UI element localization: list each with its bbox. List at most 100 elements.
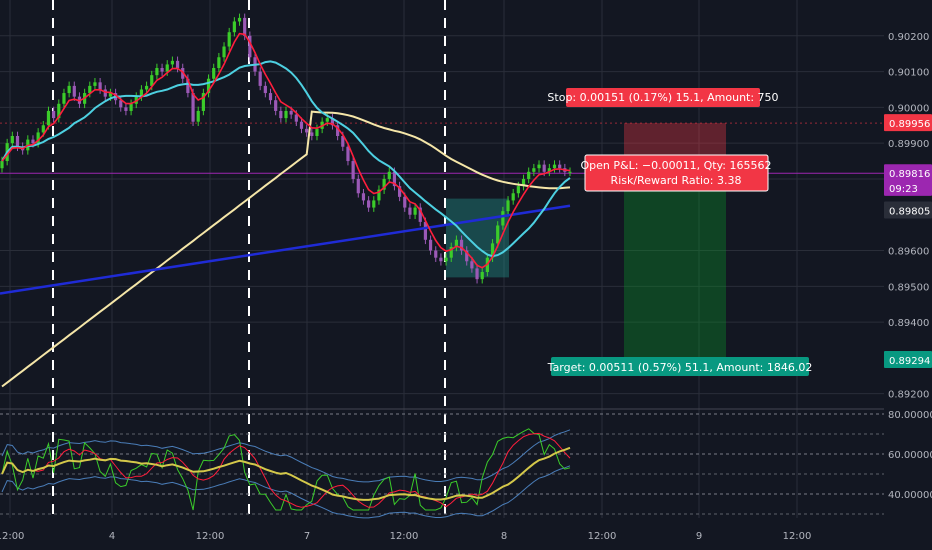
candle-body <box>547 168 551 172</box>
risk-reward-label: Risk/Reward Ratio: 3.38 <box>611 174 742 187</box>
candle-body <box>57 103 61 119</box>
candle <box>67 81 71 98</box>
time-tick-label: 12:00 <box>390 531 419 542</box>
stop-label-box[interactable] <box>566 88 760 107</box>
candle-body <box>480 272 484 280</box>
candle-body <box>279 110 283 119</box>
moving-averages <box>0 32 571 388</box>
candle-body <box>217 57 221 68</box>
candle <box>558 160 562 173</box>
osc-tick-label: 40.00000 <box>888 490 932 501</box>
time-axis[interactable]: 12:00 4 12:00 7 12:00 8 12:00 9 12:00 <box>0 531 811 542</box>
candle-body <box>392 171 397 187</box>
candle-body <box>98 82 102 90</box>
candle-body <box>0 161 4 169</box>
candle-body <box>150 75 154 86</box>
candle <box>170 56 174 69</box>
candle <box>336 120 340 141</box>
candle-body <box>72 85 76 97</box>
candle-body <box>537 164 541 169</box>
candle-body <box>258 71 262 86</box>
candle-body <box>284 110 288 119</box>
candle-body <box>527 171 531 179</box>
candle-body <box>305 128 309 133</box>
candle <box>351 156 355 184</box>
candle <box>501 206 505 230</box>
candle <box>310 128 314 141</box>
target-zone <box>624 177 726 361</box>
oscillator-axis[interactable]: 80.00000 60.00000 40.00000 <box>888 410 932 501</box>
candle-body <box>439 257 443 262</box>
candle <box>93 78 97 91</box>
candle-body <box>129 103 133 111</box>
candle <box>521 174 526 191</box>
candle <box>10 131 14 148</box>
candle <box>449 242 453 262</box>
candle <box>196 106 200 126</box>
price-tick-label: 0.89600 <box>888 247 929 258</box>
osc-tick-label: 80.00000 <box>888 410 932 421</box>
candle-body <box>103 89 107 97</box>
candle-body <box>36 132 40 144</box>
pnl-label-box[interactable] <box>584 154 769 192</box>
candle-body <box>444 257 448 262</box>
candle <box>454 235 458 252</box>
candle <box>103 85 107 101</box>
target-label-box[interactable] <box>551 357 809 376</box>
candle-body <box>315 128 319 136</box>
candle-body <box>361 193 366 201</box>
candle-body <box>10 136 14 144</box>
candle <box>480 267 484 284</box>
candle <box>52 106 56 123</box>
candle-body <box>372 200 376 208</box>
candle <box>552 160 557 173</box>
candle <box>398 181 402 202</box>
candle <box>268 88 273 105</box>
time-tick-label: 4 <box>109 531 115 542</box>
price-tags: 0.89956 0.89816 09:23 0.89805 0.89294 <box>884 114 932 369</box>
candle-body <box>196 110 200 122</box>
candle-body <box>212 68 216 79</box>
candle-body <box>403 196 407 208</box>
candle <box>439 253 443 266</box>
candle-body <box>206 78 211 94</box>
candle-body <box>459 239 464 251</box>
candle-body <box>351 161 355 179</box>
candle <box>139 85 144 101</box>
price-tag-label: 0.89816 <box>889 169 930 180</box>
candle <box>274 95 278 116</box>
candle-body <box>274 100 278 111</box>
candle <box>258 67 262 91</box>
candle-body <box>346 146 350 162</box>
price-tick-label: 0.90000 <box>888 103 929 114</box>
candle-body <box>325 118 329 122</box>
candle-body <box>428 239 433 251</box>
candle <box>496 221 500 248</box>
candle <box>527 167 531 184</box>
stop-label: Stop: 0.00151 (0.17%) 15.1, Amount: 750 <box>547 91 778 104</box>
candle <box>315 124 319 141</box>
candle-body <box>232 21 236 33</box>
candle <box>367 196 371 212</box>
candle-body <box>454 239 458 247</box>
price-tick-label: 0.90200 <box>888 32 929 43</box>
position-labels[interactable]: Stop: 0.00151 (0.17%) 15.1, Amount: 750 … <box>547 88 813 376</box>
candle <box>346 142 350 166</box>
time-tick-label: 12:00 <box>783 531 812 542</box>
candle-body <box>93 82 97 86</box>
candle-body <box>160 68 164 72</box>
candle <box>444 253 448 266</box>
candle-body <box>222 46 226 58</box>
candle <box>377 185 381 205</box>
candle <box>361 188 366 205</box>
candle <box>459 235 464 255</box>
time-tick-label: 9 <box>696 531 702 542</box>
price-tick-label: 0.89200 <box>888 390 929 401</box>
candle-body <box>377 189 381 201</box>
osc-average-line <box>1 446 571 501</box>
osc-upper-band <box>1 429 571 483</box>
candle-body <box>52 110 56 119</box>
candle-body <box>191 93 195 122</box>
candle <box>222 42 226 62</box>
